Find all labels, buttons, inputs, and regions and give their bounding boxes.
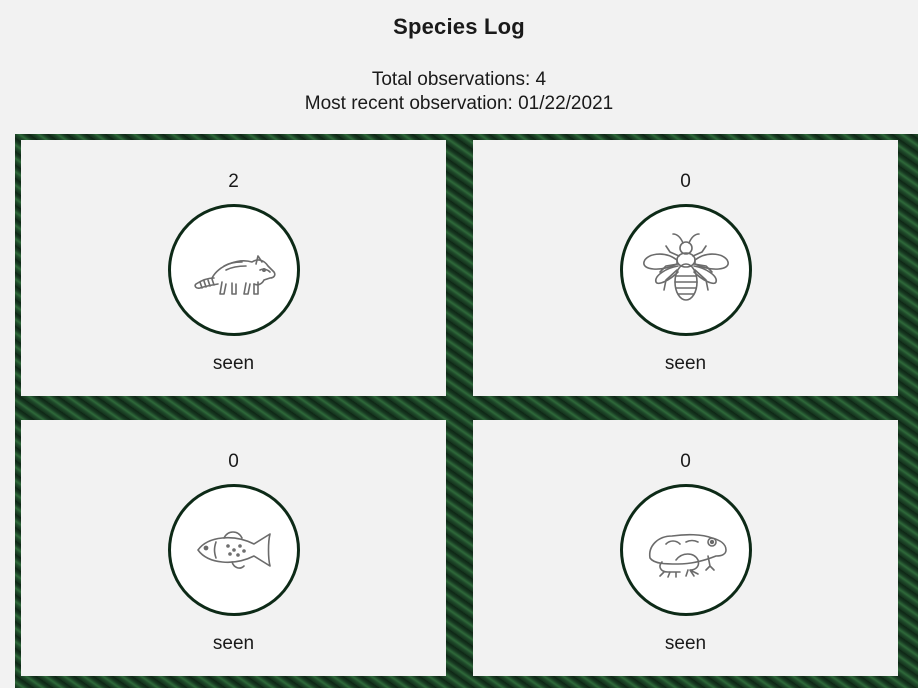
page-title: Species Log bbox=[393, 14, 525, 39]
species-count: 0 bbox=[228, 451, 239, 472]
species-seen-label: seen bbox=[664, 633, 707, 654]
species-icon-circle bbox=[167, 484, 300, 616]
species-seen-label: seen bbox=[212, 633, 255, 654]
raccoon-icon bbox=[193, 255, 276, 295]
species-card-fish[interactable]: 0 seen bbox=[21, 420, 446, 676]
species-seen-label: seen bbox=[664, 353, 707, 374]
most-recent-observation: Most recent observation: 01/22/2021 bbox=[304, 93, 614, 114]
fish-icon bbox=[196, 531, 271, 569]
species-card-bee[interactable]: 0 seen bbox=[473, 140, 898, 396]
species-icon-circle bbox=[167, 204, 300, 336]
species-seen-label: seen bbox=[212, 353, 255, 374]
species-icon-circle bbox=[619, 484, 752, 616]
species-card-raccoon[interactable]: 2 seen bbox=[21, 140, 446, 396]
species-count: 2 bbox=[228, 171, 239, 192]
observation-summary: Total observations: 4 Most recent observ… bbox=[0, 68, 918, 116]
species-card-frog[interactable]: 0 seen bbox=[473, 420, 898, 676]
species-count: 0 bbox=[680, 451, 691, 472]
bee-icon bbox=[642, 233, 729, 301]
species-icon-circle bbox=[619, 204, 752, 336]
frog-icon bbox=[648, 533, 727, 578]
species-count: 0 bbox=[680, 171, 691, 192]
total-observations: Total observations: 4 bbox=[371, 69, 547, 90]
